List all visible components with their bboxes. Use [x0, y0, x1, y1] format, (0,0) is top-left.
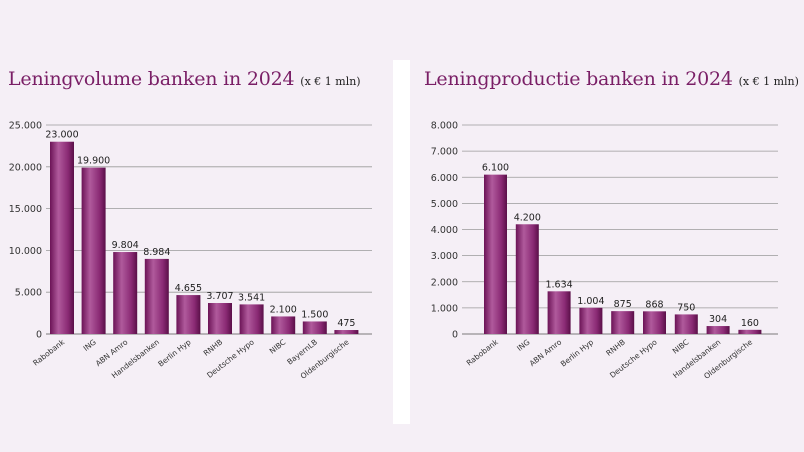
bar-value-label: 19.900 [77, 156, 110, 167]
y-tick-label: 5.000 [15, 288, 42, 299]
bar [302, 321, 327, 334]
y-tick-label: 7.000 [431, 147, 458, 158]
bar-value-label: 1.004 [577, 296, 604, 307]
x-category-label: Berlin Hyp [156, 337, 192, 368]
y-tick-label: 25.000 [9, 121, 42, 132]
bar-value-label: 2.100 [270, 304, 297, 315]
bar-value-label: 8.984 [143, 247, 170, 258]
bar [515, 224, 539, 334]
y-tick-label: 10.000 [9, 246, 42, 257]
bar [271, 316, 296, 334]
bar-value-label: 4.200 [514, 212, 541, 223]
bar-value-label: 475 [337, 318, 355, 329]
chart-unit-label: (x € 1 mln) [300, 75, 361, 88]
bar-value-label: 3.707 [206, 291, 233, 302]
bar [643, 311, 666, 334]
chart-panel-leningproductie: Leningproductie banken in 2024 (x € 1 ml… [410, 0, 804, 452]
y-tick-label: 20.000 [9, 162, 42, 173]
bar [81, 167, 106, 334]
y-tick-label: 8.000 [431, 121, 458, 132]
bar [208, 303, 232, 334]
y-tick-label: 0 [452, 330, 458, 341]
bar [113, 252, 138, 334]
bar-value-label: 875 [614, 299, 632, 310]
bar [611, 311, 635, 334]
bar [674, 314, 698, 334]
x-category-label: NIBC [671, 337, 691, 355]
x-category-label: Rabobank [465, 337, 501, 368]
bar-value-label: 1.500 [301, 309, 328, 320]
y-tick-label: 6.000 [431, 173, 458, 184]
x-category-label: RNHB [604, 337, 627, 357]
y-tick-label: 3.000 [431, 251, 458, 262]
bar [484, 174, 507, 334]
chart-title: Leningproductie banken in 2024 (x € 1 ml… [424, 68, 799, 90]
bar-value-label: 304 [709, 314, 727, 325]
bar-value-label: 868 [645, 299, 663, 310]
bar [706, 326, 730, 334]
bar [50, 141, 74, 334]
bar-value-label: 160 [741, 318, 759, 329]
y-tick-label: 5.000 [431, 199, 458, 210]
bar-value-label: 750 [677, 302, 695, 313]
x-category-label: ING [515, 337, 531, 353]
chart-panel-leningvolume: Leningvolume banken in 2024 (x € 1 mln) … [0, 0, 392, 452]
bar [239, 304, 264, 334]
panel-divider [393, 60, 410, 424]
chart-unit-label: (x € 1 mln) [738, 75, 799, 88]
bar [144, 258, 169, 334]
x-category-label: ABN Amro [528, 337, 564, 368]
bar-value-label: 9.804 [112, 240, 139, 251]
chart-title: Leningvolume banken in 2024 (x € 1 mln) [8, 68, 361, 90]
bar [176, 295, 201, 334]
bar-value-label: 1.634 [545, 279, 572, 290]
bar-value-label: 23.000 [45, 130, 78, 141]
y-tick-label: 4.000 [431, 225, 458, 236]
chart-title-text: Leningvolume banken in 2024 [8, 68, 295, 90]
x-category-label: NIBC [268, 337, 288, 355]
y-tick-label: 1.000 [431, 303, 458, 314]
bar [738, 329, 762, 334]
x-category-label: ING [82, 337, 98, 353]
bar-value-label: 6.100 [482, 163, 509, 174]
y-tick-label: 0 [36, 330, 42, 341]
bar-value-label: 4.655 [175, 283, 202, 294]
bar [547, 291, 571, 334]
bar-chart-leningproductie: 0 1.000 2.000 3.000 4.000 5.000 6.000 7.000 8.00… [431, 121, 778, 381]
x-category-label: Rabobank [31, 337, 67, 368]
x-category-label: Berlin Hyp [559, 337, 595, 368]
y-tick-label: 15.000 [9, 204, 42, 215]
x-category-label: RNHB [202, 337, 225, 357]
chart-title-text: Leningproductie banken in 2024 [424, 68, 733, 90]
bar [579, 307, 603, 334]
y-tick-label: 2.000 [431, 277, 458, 288]
bar [334, 330, 359, 334]
bar-value-label: 3.541 [238, 292, 265, 303]
